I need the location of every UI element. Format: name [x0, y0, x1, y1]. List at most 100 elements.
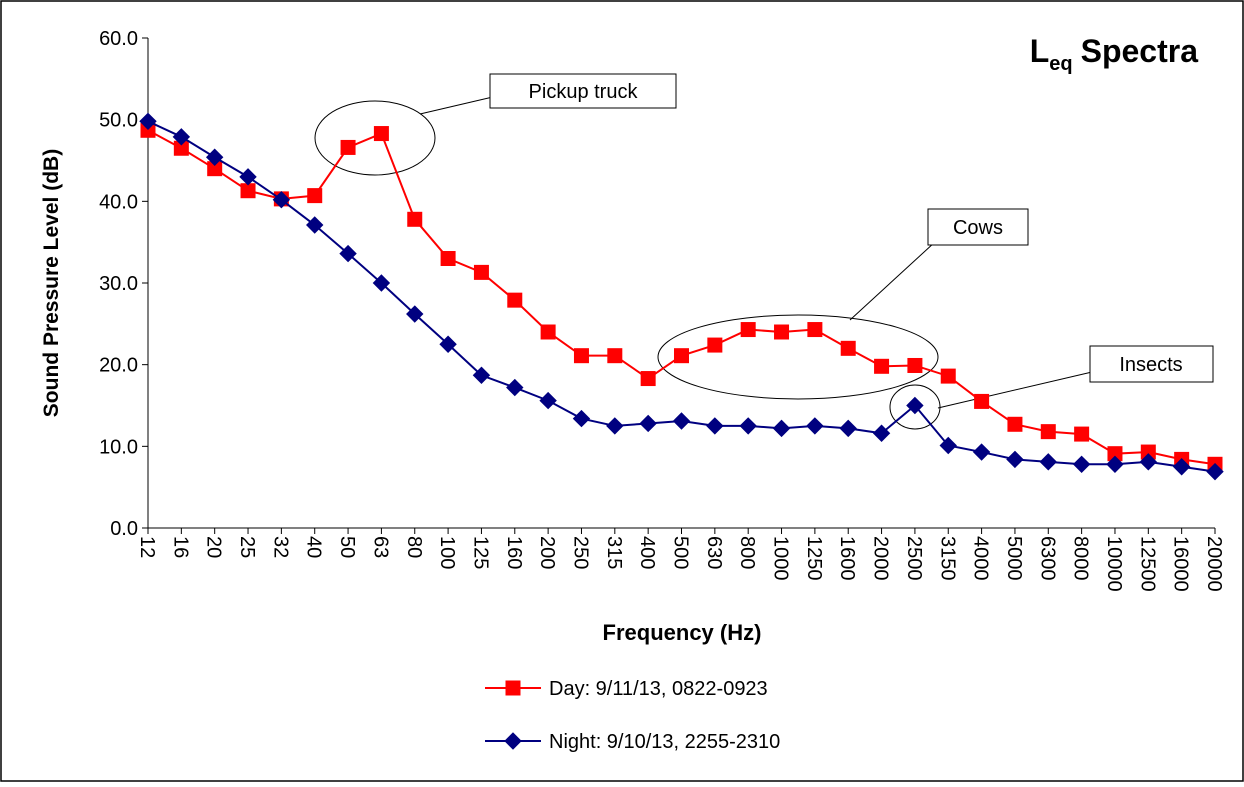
x-tick-label: 315: [603, 536, 625, 569]
title-text: Spectra: [1081, 33, 1199, 69]
annotation-box: [489, 73, 677, 109]
marker: [1206, 462, 1224, 481]
marker: [707, 337, 723, 353]
y-tick-label: 0.0: [110, 518, 138, 540]
title-symbol: L: [1030, 33, 1050, 69]
annotation: Cows: [953, 217, 1003, 239]
x-tick-label: 2500: [903, 536, 925, 581]
annotation-arrow: [419, 95, 498, 115]
marker: [406, 305, 424, 323]
marker: [373, 126, 389, 142]
x-axis-label: Frequency (Hz): [603, 620, 762, 645]
annotation-arrow: [849, 241, 936, 321]
x-tick-label: 12500: [1136, 536, 1158, 592]
y-axis-label: Sound Pressure Level (dB): [40, 149, 63, 417]
marker: [806, 417, 824, 435]
marker: [572, 409, 591, 428]
y-tick-label: 10.0: [99, 436, 138, 458]
marker: [472, 366, 491, 384]
x-tick-label: 500: [670, 536, 692, 569]
x-tick-label: 6300: [1036, 536, 1058, 581]
annotation-box: [1089, 345, 1214, 383]
x-tick-label: 1250: [803, 536, 825, 581]
legend-label: Day: 9/11/13, 0822-0923: [549, 678, 768, 700]
marker: [706, 417, 724, 435]
marker: [807, 322, 823, 338]
y-tick-label: 40.0: [99, 191, 138, 213]
marker: [1040, 424, 1056, 440]
marker: [606, 417, 624, 435]
marker: [607, 348, 623, 364]
marker: [672, 412, 691, 430]
marker: [1072, 455, 1091, 474]
marker: [506, 378, 524, 397]
marker: [872, 424, 891, 442]
x-tick-label: 50: [336, 536, 358, 558]
x-tick-label: 25: [236, 536, 258, 558]
x-tick-label: 8000: [1070, 536, 1092, 581]
marker: [504, 732, 522, 750]
marker: [240, 183, 256, 199]
marker: [772, 419, 791, 438]
x-tick-label: 12: [136, 536, 158, 558]
marker: [740, 322, 756, 338]
marker: [939, 436, 957, 455]
annotation-ellipse: [314, 100, 436, 176]
marker: [640, 371, 656, 387]
x-tick-label: 5000: [1003, 536, 1025, 581]
marker: [172, 128, 191, 146]
y-tick-label: 60.0: [99, 28, 138, 50]
legend-label: Night: 9/10/13, 2255-2310: [549, 731, 780, 753]
x-tick-label: 630: [703, 536, 725, 569]
x-tick-label: 125: [469, 536, 491, 569]
marker: [440, 251, 456, 266]
x-tick-label: 160: [503, 536, 525, 569]
marker: [272, 190, 291, 209]
marker: [372, 274, 391, 292]
marker: [1074, 426, 1090, 442]
y-tick-label: 20.0: [99, 355, 138, 377]
marker: [205, 148, 224, 166]
x-tick-label: 16000: [1170, 536, 1192, 592]
marker: [840, 340, 856, 356]
marker: [540, 324, 556, 340]
x-tick-label: 20000: [1203, 536, 1225, 592]
x-tick-label: 3150: [936, 536, 958, 581]
x-tick-label: 800: [736, 536, 758, 569]
marker: [907, 357, 923, 373]
annotation-ellipse: [657, 314, 939, 400]
marker: [306, 216, 324, 234]
marker: [539, 391, 557, 410]
marker: [1006, 450, 1024, 469]
marker: [906, 396, 924, 415]
annotation-arrow: [937, 371, 1093, 409]
marker: [972, 443, 991, 461]
marker: [739, 417, 757, 435]
marker: [407, 211, 423, 227]
x-tick-label: 100: [436, 536, 458, 569]
marker: [340, 139, 356, 155]
x-tick-label: 40: [303, 536, 325, 558]
x-tick-label: 63: [369, 536, 391, 558]
x-tick-label: 10000: [1103, 536, 1125, 592]
x-tick-label: 1000: [770, 536, 792, 581]
marker: [639, 414, 657, 433]
marker: [439, 335, 457, 353]
x-tick-label: 200: [536, 536, 558, 569]
title-subscript: eq: [1049, 53, 1072, 75]
marker: [774, 324, 790, 340]
marker: [674, 348, 689, 364]
marker: [1106, 455, 1124, 474]
x-tick-label: 80: [403, 536, 425, 558]
x-tick-label: 20: [203, 536, 225, 558]
x-tick-label: 1600: [836, 536, 858, 581]
marker: [505, 680, 521, 696]
marker: [239, 168, 257, 186]
annotation: Insects: [1119, 354, 1182, 376]
x-tick-label: 16: [169, 536, 191, 558]
marker: [874, 358, 890, 374]
marker: [1039, 453, 1057, 471]
marker: [507, 292, 523, 308]
annotation-ellipse: [889, 384, 941, 430]
